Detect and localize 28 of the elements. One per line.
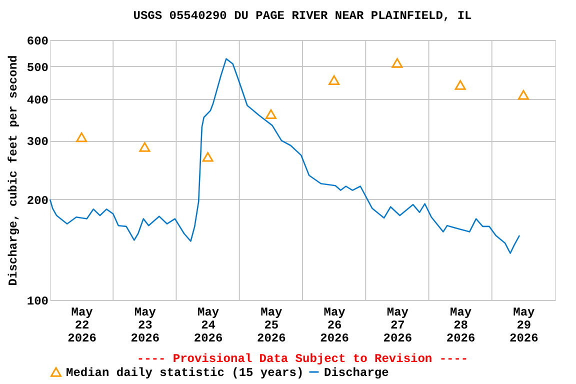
x-tick-label: May 25 2026 [257, 306, 286, 346]
point [202, 152, 214, 162]
y-axis-title: Discharge, cubic feet per second [6, 55, 20, 286]
point [139, 142, 150, 152]
point [328, 75, 340, 85]
point [518, 90, 529, 100]
y-tick-label: 500 [26, 60, 48, 75]
point [392, 58, 403, 68]
legend-label: Discharge [324, 366, 389, 380]
x-tick-label: May 24 2026 [194, 306, 223, 346]
point [76, 132, 88, 142]
x-tick-label: May 26 2026 [320, 306, 349, 346]
x-tick-label: May 23 2026 [130, 306, 160, 346]
text: ---- Provisional Data Subject to Revision ---- [136, 352, 468, 366]
x-tick-label: May 29 2026 [510, 306, 538, 346]
x-tick-label: May 28 2026 [446, 306, 476, 346]
y-tick-label: 300 [26, 135, 48, 150]
line-series [49, 58, 520, 254]
point [265, 109, 276, 119]
x-tick-label: May 27 2026 [383, 306, 412, 346]
x-tick-label: May 22 2026 [68, 306, 96, 346]
y-tick-label: 100 [26, 294, 48, 308]
legend-label: Median daily statistic (15 years) [66, 366, 304, 380]
point [454, 80, 466, 90]
y-tick-label: 400 [26, 93, 48, 108]
y-tick-label: 600 [26, 34, 48, 48]
y-tick-label: 200 [26, 194, 48, 208]
chart-title: USGS 05540290 DU PAGE RIVER NEAR PLAINFIELD, IL [133, 9, 472, 23]
